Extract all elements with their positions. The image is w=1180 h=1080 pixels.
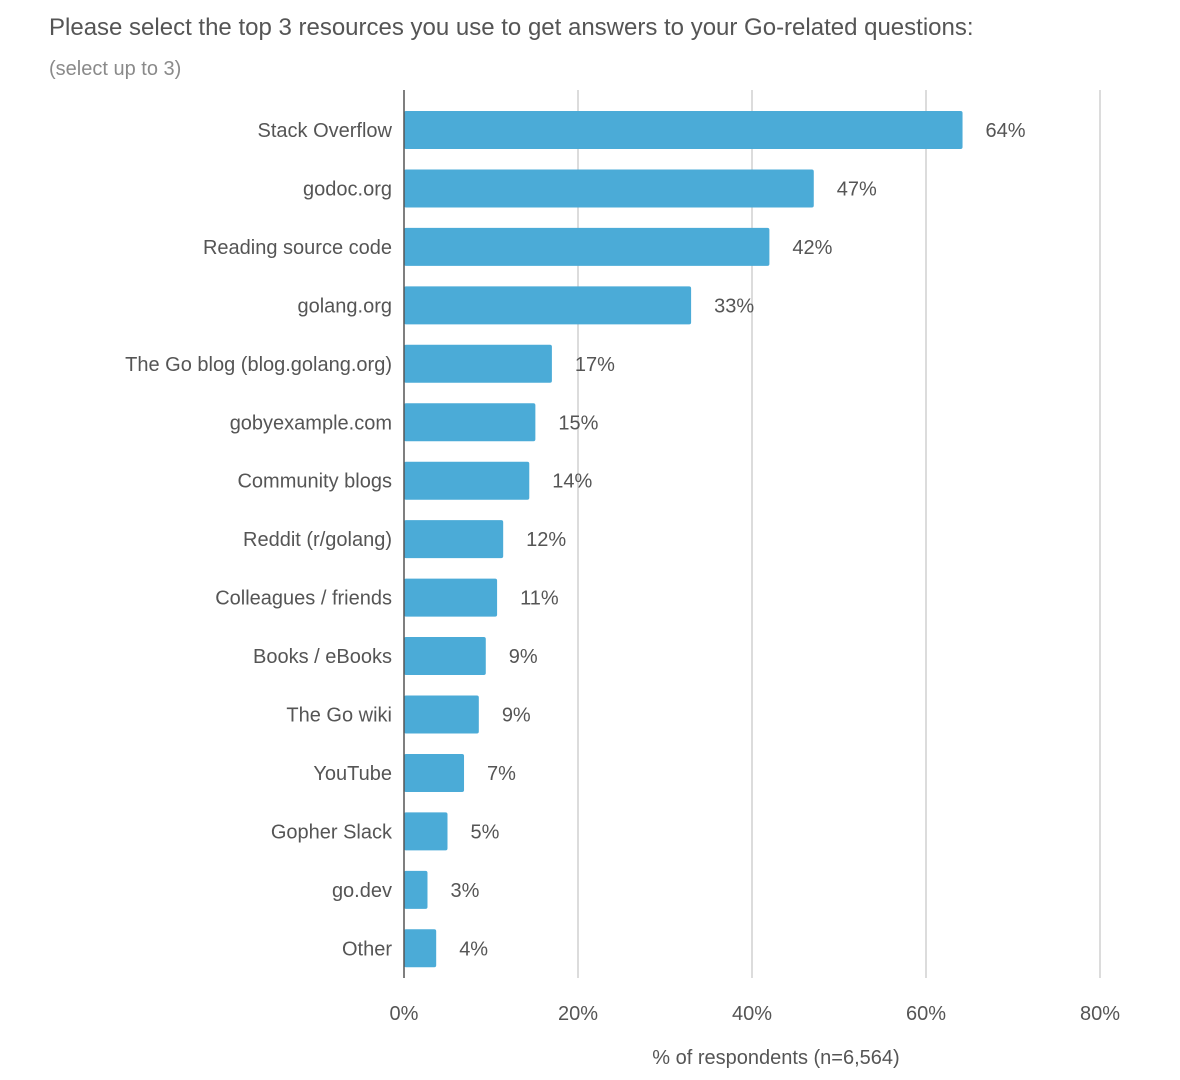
category-label: gobyexample.com (230, 412, 392, 434)
bar (404, 812, 448, 851)
value-label: 17% (575, 354, 615, 376)
category-label: go.dev (332, 880, 392, 902)
bar (404, 344, 552, 383)
value-label: 14% (552, 471, 592, 493)
category-label: YouTube (313, 763, 392, 785)
value-label: 11% (520, 588, 559, 610)
bar (404, 227, 770, 266)
category-label: Reddit (r/golang) (243, 529, 392, 551)
value-label: 9% (502, 705, 531, 727)
category-label: Reading source code (203, 237, 392, 259)
category-label: Stack Overflow (258, 120, 393, 142)
bars (404, 111, 963, 968)
value-label: 3% (450, 880, 479, 902)
value-label: 4% (459, 938, 488, 960)
category-label: Colleagues / friends (215, 588, 392, 610)
bar (404, 637, 486, 676)
x-tick-label: 0% (390, 1003, 419, 1025)
bar (404, 111, 963, 149)
bar (404, 929, 437, 968)
category-label: Other (342, 938, 392, 960)
x-tick-label: 20% (558, 1003, 598, 1025)
category-label: Gopher Slack (271, 821, 393, 843)
chart-title: Please select the top 3 resources you us… (49, 14, 974, 41)
x-axis-title: % of respondents (n=6,564) (652, 1047, 899, 1069)
category-label: Books / eBooks (253, 646, 392, 668)
value-label: 5% (471, 821, 500, 843)
value-label: 9% (509, 646, 538, 668)
bar (404, 753, 465, 792)
bar (404, 578, 498, 617)
gridlines (577, 90, 1101, 978)
category-label: golang.org (297, 295, 392, 317)
bar (404, 403, 536, 442)
bar (404, 870, 428, 909)
value-label: 33% (714, 295, 754, 317)
value-label: 42% (792, 237, 832, 259)
bar (404, 169, 814, 208)
value-label: 12% (526, 529, 566, 551)
value-label: 64% (986, 120, 1026, 142)
value-label: 7% (487, 763, 516, 785)
value-label: 15% (558, 412, 598, 434)
category-label: Community blogs (237, 471, 392, 493)
category-label: godoc.org (303, 178, 392, 200)
labels: 0% 20% 40% 60% 80% Stack Overflow 64% godoc.org… (125, 120, 1120, 1025)
bar (404, 461, 530, 500)
bar (404, 520, 504, 559)
category-label: The Go wiki (286, 705, 392, 727)
value-label: 47% (837, 178, 877, 200)
x-tick-label: 80% (1080, 1003, 1120, 1025)
x-tick-label: 40% (732, 1003, 772, 1025)
bar (404, 286, 692, 325)
bar (404, 695, 479, 734)
chart-subtitle: (select up to 3) (49, 58, 182, 80)
x-tick-label: 60% (906, 1003, 946, 1025)
category-label: The Go blog (blog.golang.org) (125, 354, 392, 376)
